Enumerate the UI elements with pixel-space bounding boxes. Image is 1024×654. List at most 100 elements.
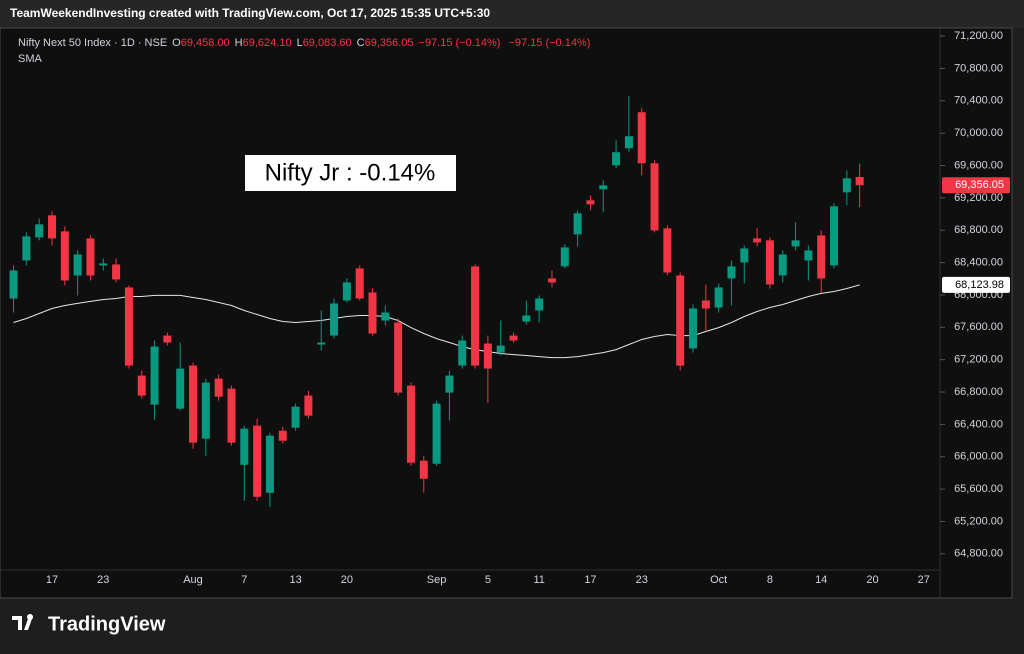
candle-body (201, 382, 210, 439)
y-tick-label: 67,200.00 (954, 354, 1003, 366)
candle-body (522, 315, 531, 322)
legend-change: −97.15 (−0.14%) (508, 37, 590, 49)
x-tick-label: 20 (866, 574, 878, 586)
candle-body (496, 345, 505, 353)
candle-body (112, 264, 121, 280)
candle-body (73, 254, 82, 276)
candle-body (163, 335, 172, 343)
last-price-box (942, 177, 1010, 194)
candle-body (150, 346, 159, 405)
chart-frame (0, 27, 1013, 599)
candle-body (35, 224, 44, 238)
x-tick-label: 17 (46, 574, 58, 586)
candle-body (535, 298, 544, 311)
candle-body (637, 112, 646, 164)
candle-body (599, 185, 608, 190)
candle-body (663, 228, 672, 273)
legend-key: C (357, 37, 365, 49)
candle-body (137, 375, 146, 396)
candle-body (330, 303, 339, 336)
y-tick-label: 66,000.00 (954, 451, 1003, 463)
candle-body (650, 163, 659, 231)
footer-text: TradingView (48, 613, 166, 635)
x-tick-label: 8 (767, 574, 773, 586)
y-tick-label: 66,400.00 (954, 418, 1003, 430)
candle-body (304, 395, 313, 416)
annotation: Nifty Jr : -0.14% (265, 159, 436, 186)
candle-body (727, 266, 736, 279)
y-tick-label: 69,200.00 (954, 192, 1003, 204)
x-tick-label: 14 (815, 574, 827, 586)
candle-body (842, 178, 851, 193)
y-tick-label: 66,800.00 (954, 386, 1003, 398)
candle-body (22, 236, 31, 261)
sma-price-box (942, 276, 1010, 293)
candle-body (317, 342, 326, 345)
candle-body (855, 177, 864, 186)
candle-body (406, 385, 415, 463)
candle-body (227, 388, 236, 443)
y-tick-label: 69,600.00 (954, 159, 1003, 171)
x-tick-label: 27 (918, 574, 930, 586)
legend-line: Nifty Next 50 Index · 1D · NSE O69,458.00… (18, 37, 590, 49)
header-text: TeamWeekendInvesting created with Tradin… (10, 6, 490, 20)
legend-value: 69,356.05 (365, 37, 414, 49)
y-tick-label: 68,400.00 (954, 257, 1003, 269)
legend-value: 69,624.10 (243, 37, 292, 49)
last-price-label: 69,356.05 (955, 179, 1004, 191)
candle-body (278, 430, 287, 441)
candle-body (99, 263, 108, 266)
candle-body (701, 300, 710, 309)
candle-body (355, 268, 364, 299)
candle-body (624, 136, 633, 149)
candle-body (9, 270, 18, 299)
x-tick-label: 17 (584, 574, 596, 586)
candle-body (265, 435, 274, 493)
plot (9, 96, 864, 507)
candle-body (612, 152, 621, 166)
candle-body (573, 213, 582, 235)
candle-body (368, 292, 377, 334)
candle-body (176, 368, 185, 409)
footer-logo (12, 614, 34, 630)
y-tick-label: 68,800.00 (954, 224, 1003, 236)
x-tick-label: 5 (485, 574, 491, 586)
candle-body (124, 287, 133, 366)
candle-body (689, 308, 697, 349)
candle-body (817, 235, 826, 279)
legend-symbol: Nifty Next 50 Index · 1D · NSE (18, 37, 167, 49)
candle-body (394, 322, 403, 393)
candle-body (740, 248, 749, 263)
candle-body (214, 378, 223, 397)
x-tick-label: 7 (241, 574, 247, 586)
sma-line (13, 284, 860, 359)
x-tick-label: 20 (341, 574, 353, 586)
annotation-box (245, 155, 456, 191)
candle-body (458, 340, 467, 366)
candle-body (48, 215, 56, 239)
candle-body (586, 200, 595, 205)
candle-body (189, 365, 198, 443)
candle-body (445, 375, 454, 393)
legend: Nifty Next 50 Index · 1D · NSE O69,458.00… (18, 37, 590, 65)
candle-body (419, 460, 428, 479)
candle-body (804, 250, 813, 261)
candle-body (778, 254, 787, 276)
x-tick-label: Oct (710, 574, 727, 586)
logo-icon (12, 614, 34, 630)
candle-body (60, 231, 69, 281)
y-tick-label: 65,600.00 (954, 483, 1003, 495)
legend-value: 69,083.60 (303, 37, 352, 49)
candle-body (509, 335, 518, 341)
sma-price-label: 68,123.98 (955, 279, 1004, 291)
candle-body (791, 240, 800, 247)
y-tick-label: 70,000.00 (954, 127, 1003, 139)
y-tick-label: 70,800.00 (954, 62, 1003, 74)
x-tick-label: Aug (183, 574, 203, 586)
legend-key: L (297, 37, 303, 49)
candle-body (547, 278, 556, 283)
header-bar (0, 0, 1024, 28)
x-tick-label: 23 (97, 574, 109, 586)
candle-body (483, 343, 492, 369)
